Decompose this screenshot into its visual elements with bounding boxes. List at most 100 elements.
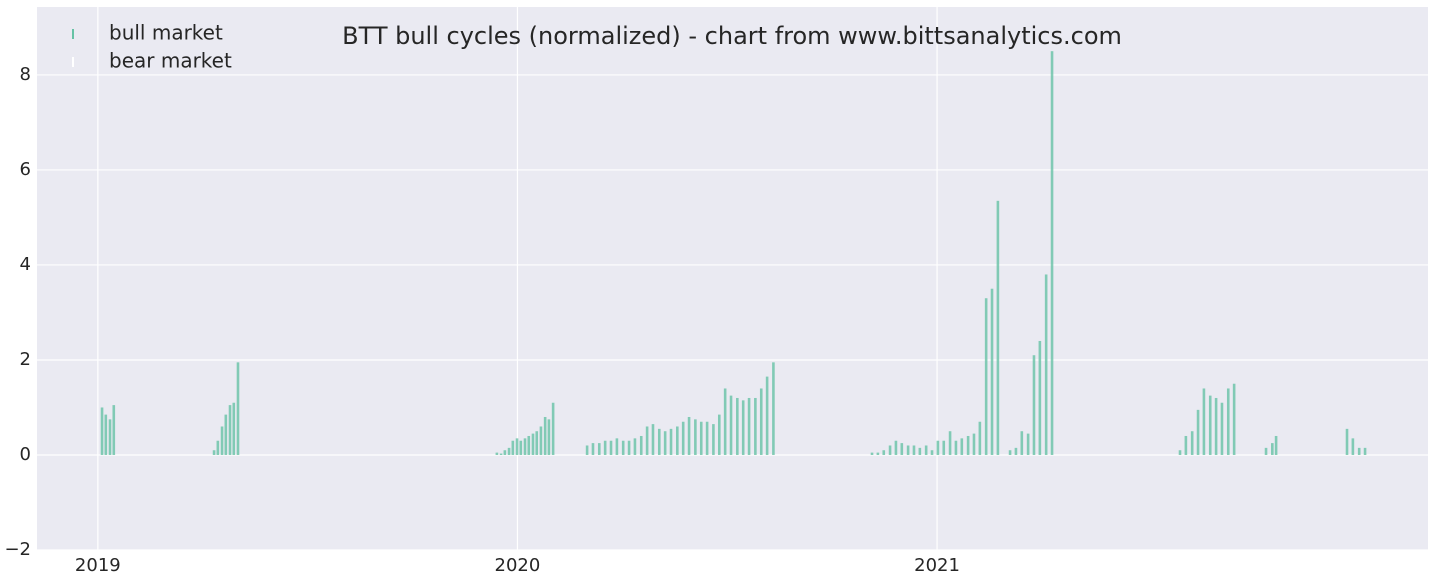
bar xyxy=(747,397,751,455)
bar xyxy=(1208,395,1212,455)
bar xyxy=(1044,274,1048,455)
bar xyxy=(224,414,228,455)
bar xyxy=(960,438,964,455)
bar xyxy=(1008,450,1012,455)
bar xyxy=(615,438,619,455)
bar xyxy=(212,450,216,455)
bar xyxy=(1032,355,1036,455)
bar xyxy=(741,400,745,455)
bar xyxy=(978,421,982,455)
bar xyxy=(621,440,625,455)
bar xyxy=(535,431,539,455)
bar xyxy=(712,424,715,455)
bar xyxy=(220,426,224,455)
bar xyxy=(1202,388,1206,455)
bar xyxy=(232,402,236,455)
bar xyxy=(694,419,697,455)
bar xyxy=(765,376,769,455)
bar xyxy=(1014,447,1018,455)
bar xyxy=(759,388,763,455)
bar xyxy=(942,440,946,455)
bar xyxy=(699,421,703,455)
bar xyxy=(651,424,655,455)
bar xyxy=(523,438,527,455)
bar xyxy=(639,435,643,455)
bar xyxy=(1351,438,1355,455)
bar xyxy=(527,435,531,455)
bar xyxy=(936,440,940,455)
bar xyxy=(1178,450,1182,455)
bar xyxy=(972,433,976,455)
x-tick-label: 2020 xyxy=(495,555,541,576)
bar xyxy=(236,362,240,455)
bar xyxy=(924,445,928,455)
bar xyxy=(669,428,673,455)
bar xyxy=(984,298,988,455)
bar xyxy=(1363,447,1367,455)
bar xyxy=(912,445,916,455)
bar xyxy=(1050,51,1054,455)
bar xyxy=(723,388,727,455)
bar xyxy=(996,200,1000,455)
bar xyxy=(1184,435,1188,455)
legend-swatch xyxy=(72,57,74,67)
bar xyxy=(228,405,232,455)
bar xyxy=(966,435,970,455)
bar xyxy=(108,419,112,455)
bar xyxy=(906,445,910,455)
bar xyxy=(597,443,601,455)
bar xyxy=(539,426,543,455)
bar xyxy=(900,443,904,455)
bar xyxy=(1357,447,1361,455)
bar xyxy=(547,419,551,455)
bar xyxy=(870,452,874,455)
bar xyxy=(503,450,507,455)
bar xyxy=(1274,435,1278,455)
legend-label: bear market xyxy=(109,49,232,73)
y-tick-label: 0 xyxy=(20,444,31,465)
bar xyxy=(663,431,667,455)
bar xyxy=(772,362,775,455)
bar xyxy=(754,397,757,455)
grid xyxy=(37,7,1428,551)
bar xyxy=(736,397,739,455)
bar xyxy=(676,426,679,455)
bar xyxy=(511,440,515,455)
bar xyxy=(1345,428,1349,455)
bar xyxy=(687,416,691,455)
bar xyxy=(1214,397,1218,455)
bar xyxy=(543,416,547,455)
bar xyxy=(515,438,519,455)
bar xyxy=(216,440,220,455)
bar xyxy=(948,431,952,455)
bar xyxy=(104,414,108,455)
bar xyxy=(507,447,511,455)
x-tick-label: 2019 xyxy=(75,555,121,576)
bar xyxy=(876,452,880,455)
bar xyxy=(954,440,958,455)
bar xyxy=(888,445,892,455)
bar xyxy=(609,440,613,455)
bar xyxy=(882,450,886,455)
bar xyxy=(1271,443,1274,455)
bar xyxy=(1264,447,1268,455)
bar xyxy=(930,450,934,455)
y-tick-label: 2 xyxy=(20,349,31,370)
bar xyxy=(894,440,898,455)
bars xyxy=(100,51,1367,455)
y-tick-label: 8 xyxy=(20,64,31,85)
plot-area xyxy=(37,7,1428,550)
bar xyxy=(591,443,595,455)
bar xyxy=(112,405,116,455)
bar xyxy=(1038,340,1042,455)
y-tick-label: 6 xyxy=(20,159,31,180)
bar xyxy=(551,402,555,455)
bar xyxy=(1196,409,1200,455)
bar xyxy=(1232,383,1236,455)
bar xyxy=(990,288,994,455)
bar xyxy=(645,426,649,455)
bar xyxy=(705,421,709,455)
bar xyxy=(585,445,589,455)
bar xyxy=(1026,433,1030,455)
